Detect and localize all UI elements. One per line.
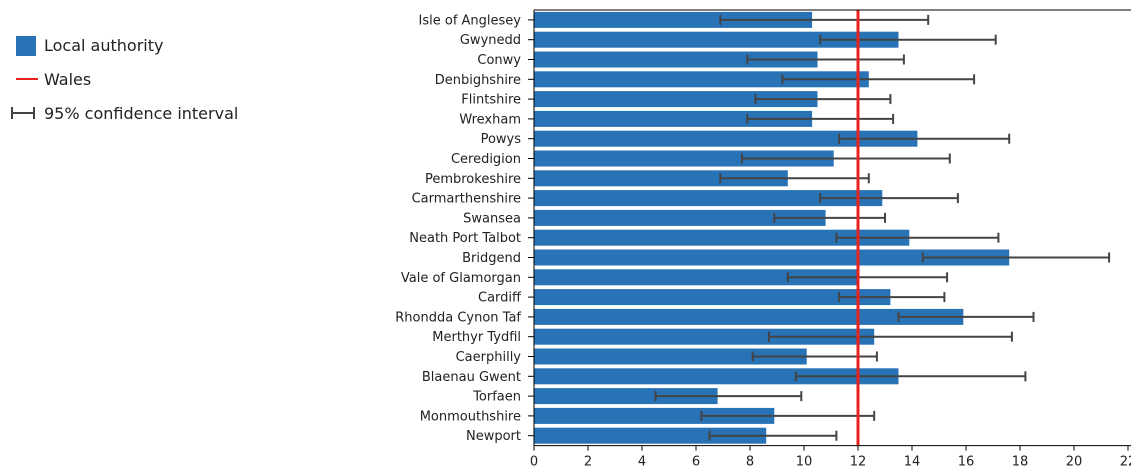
category-label: Torfaen [472,390,521,405]
bar-5 [534,110,813,127]
x-tick-label: 4 [638,455,646,470]
legend-label-ci: 95% confidence interval [44,103,239,123]
category-labels: Isle of Anglesey Gwynedd Conwy Denbighshire… [395,13,522,444]
category-label: Ceredigion [451,152,521,167]
x-tick-label: 14 [904,455,921,470]
category-label: Bridgend [462,251,521,266]
category-label: Vale of Glamorgan [401,271,521,286]
legend-swatch-bar [10,35,38,56]
bar-3 [534,71,869,88]
bar-7 [534,150,834,167]
legend-label-wales: Wales [44,69,92,89]
red-line-icon [16,78,38,80]
x-tick-label: 22 [1120,455,1131,470]
bar-swatch-icon [16,36,36,56]
category-label: Powys [481,132,522,147]
category-label: Neath Port Talbot [409,231,521,246]
category-label: Carmarthenshire [412,192,521,207]
bar-11 [534,229,910,246]
legend-swatch-line [10,69,38,89]
error-bar-icon [11,107,35,119]
x-tick-label: 20 [1066,455,1083,470]
category-label: Isle of Anglesey [419,13,522,28]
bar-16 [534,328,875,345]
bar-1 [534,31,899,48]
x-tick-label: 8 [746,455,754,470]
bar-12 [534,249,1010,266]
legend-label-local-authority: Local authority [44,35,164,55]
legend-item-local-authority: Local authority [10,28,238,62]
category-label: Rhondda Cynon Taf [395,310,521,325]
x-tick-label: 18 [1012,455,1029,470]
bar-6 [534,130,918,147]
category-label: Merthyr Tydfil [432,330,521,345]
ci-layer [654,14,1111,441]
category-label: Monmouthshire [420,409,521,424]
x-tick-label: 6 [692,455,700,470]
category-label: Conwy [477,53,521,68]
x-tick-label: 2 [584,455,592,470]
bar-8 [534,170,788,187]
category-label: Gwynedd [460,33,521,48]
category-label: Blaenau Gwent [422,370,521,385]
bar-9 [534,190,883,207]
bar-19 [534,388,718,405]
bar-13 [534,269,858,286]
axis-layer: 0 2 4 6 8 10 12 14 16 18 20 22 [528,9,1131,470]
bar-4 [534,91,818,108]
legend-item-wales: Wales [10,62,238,96]
category-label: Pembrokeshire [425,172,521,187]
category-label: Swansea [463,211,521,226]
bar-15 [534,308,964,325]
chart-legend: Local authority Wales 95% confidence int… [10,28,238,130]
x-tick-label: 10 [796,455,813,470]
x-tick-label: 16 [958,455,975,470]
x-tick-label: 12 [850,455,867,470]
legend-item-ci: 95% confidence interval [10,96,238,130]
legend-swatch-ci [10,103,38,123]
category-label: Cardiff [478,291,522,306]
bar-21 [534,427,767,444]
category-label: Newport [466,429,521,444]
bars-layer [534,11,1010,444]
category-label: Flintshire [461,93,521,108]
bar-18 [534,368,899,385]
category-label: Caerphilly [456,350,522,365]
bar-0 [534,11,813,28]
bar-10 [534,209,826,226]
bar-17 [534,348,807,365]
category-label: Denbighshire [435,73,521,88]
bar-14 [534,289,891,306]
x-tick-label: 0 [530,455,538,470]
category-label: Wrexham [459,112,521,127]
bar-20 [534,407,775,424]
